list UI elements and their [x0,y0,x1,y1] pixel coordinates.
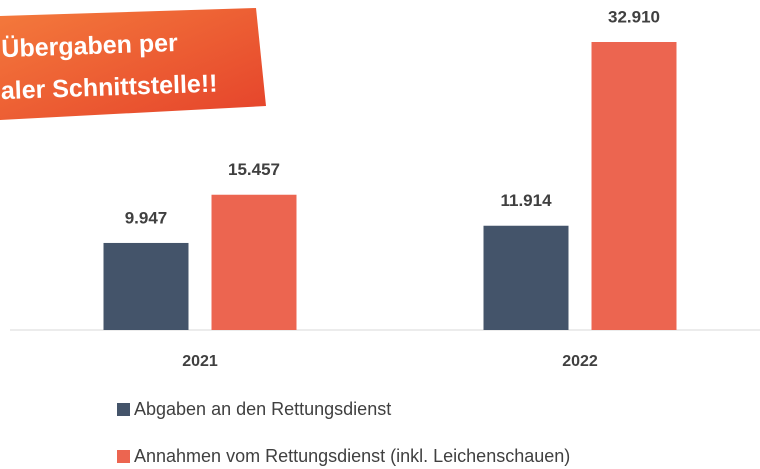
bar [211,194,297,330]
bar [103,242,189,330]
banner: Übergaben per aler Schnittstelle!! [0,8,266,120]
legend-label: Abgaben an den Rettungsdienst [134,399,391,419]
banner-shape [0,8,266,120]
legend-swatch [117,403,130,416]
data-label: 11.914 [500,191,552,210]
bar [483,225,569,330]
x-tick-label: 2021 [182,353,218,370]
data-label: 9.947 [125,208,168,227]
legend-swatch [117,450,130,463]
data-label: 32.910 [608,7,660,26]
data-label: 15.457 [228,160,280,179]
bar [591,42,677,330]
x-tick-label: 2022 [562,353,598,370]
banner-text: Übergaben per [1,28,179,63]
legend-label: Annahmen vom Rettungsdienst (inkl. Leich… [134,446,570,466]
